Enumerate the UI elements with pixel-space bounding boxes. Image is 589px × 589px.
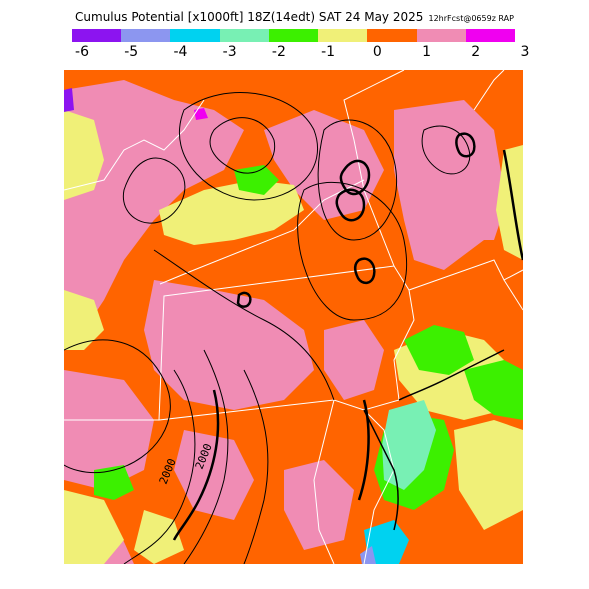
- legend-ticks: -6 -5 -4 -3 -2 -1 0 1 2 3: [0, 44, 589, 62]
- map-title: Cumulus Potential [x1000ft] 18Z(14edt) S…: [0, 6, 589, 25]
- title-main: Cumulus Potential [x1000ft] 18Z(14edt) S…: [75, 10, 424, 24]
- legend-swatch-3: [219, 29, 269, 42]
- legend-swatch-4: [268, 29, 319, 42]
- field-lightgreen-regions: [382, 400, 436, 490]
- legend-swatch-8: [465, 29, 515, 42]
- legend-tick-6: 0: [372, 44, 382, 60]
- contour-lines: [64, 92, 471, 564]
- map-svg: 2000 2000: [64, 70, 523, 564]
- legend-tick-0: -6: [75, 44, 89, 60]
- title-forecast: 12hrFcst@0659z RAP: [428, 14, 514, 23]
- map-panel: 2000 2000: [64, 70, 523, 564]
- field-magenta-pocket: [194, 108, 208, 120]
- legend-tick-8: 2: [471, 44, 481, 60]
- legend-tick-5: -1: [321, 44, 336, 60]
- color-legend: [72, 29, 515, 42]
- field-blue-pocket: [360, 546, 376, 564]
- legend-tick-1: -5: [124, 44, 139, 60]
- legend-swatch-0: [72, 29, 122, 42]
- coastline: [363, 349, 505, 531]
- field-pink-regions: [64, 80, 504, 564]
- legend-swatch-1: [121, 29, 171, 42]
- field-cyan-regions: [364, 520, 409, 564]
- legend-tick-9: 3: [520, 44, 530, 60]
- legend-tick-7: 1: [422, 44, 432, 60]
- field-purple-pocket: [64, 88, 74, 112]
- legend-swatch-6: [367, 29, 417, 42]
- legend-swatch-5: [318, 29, 368, 42]
- legend-swatch-7: [416, 29, 466, 42]
- legend-tick-4: -2: [271, 44, 286, 60]
- legend-tick-2: -4: [173, 44, 188, 60]
- legend-swatch-2: [170, 29, 220, 42]
- contour-lines-bold: [172, 132, 523, 541]
- legend-tick-3: -3: [222, 44, 237, 60]
